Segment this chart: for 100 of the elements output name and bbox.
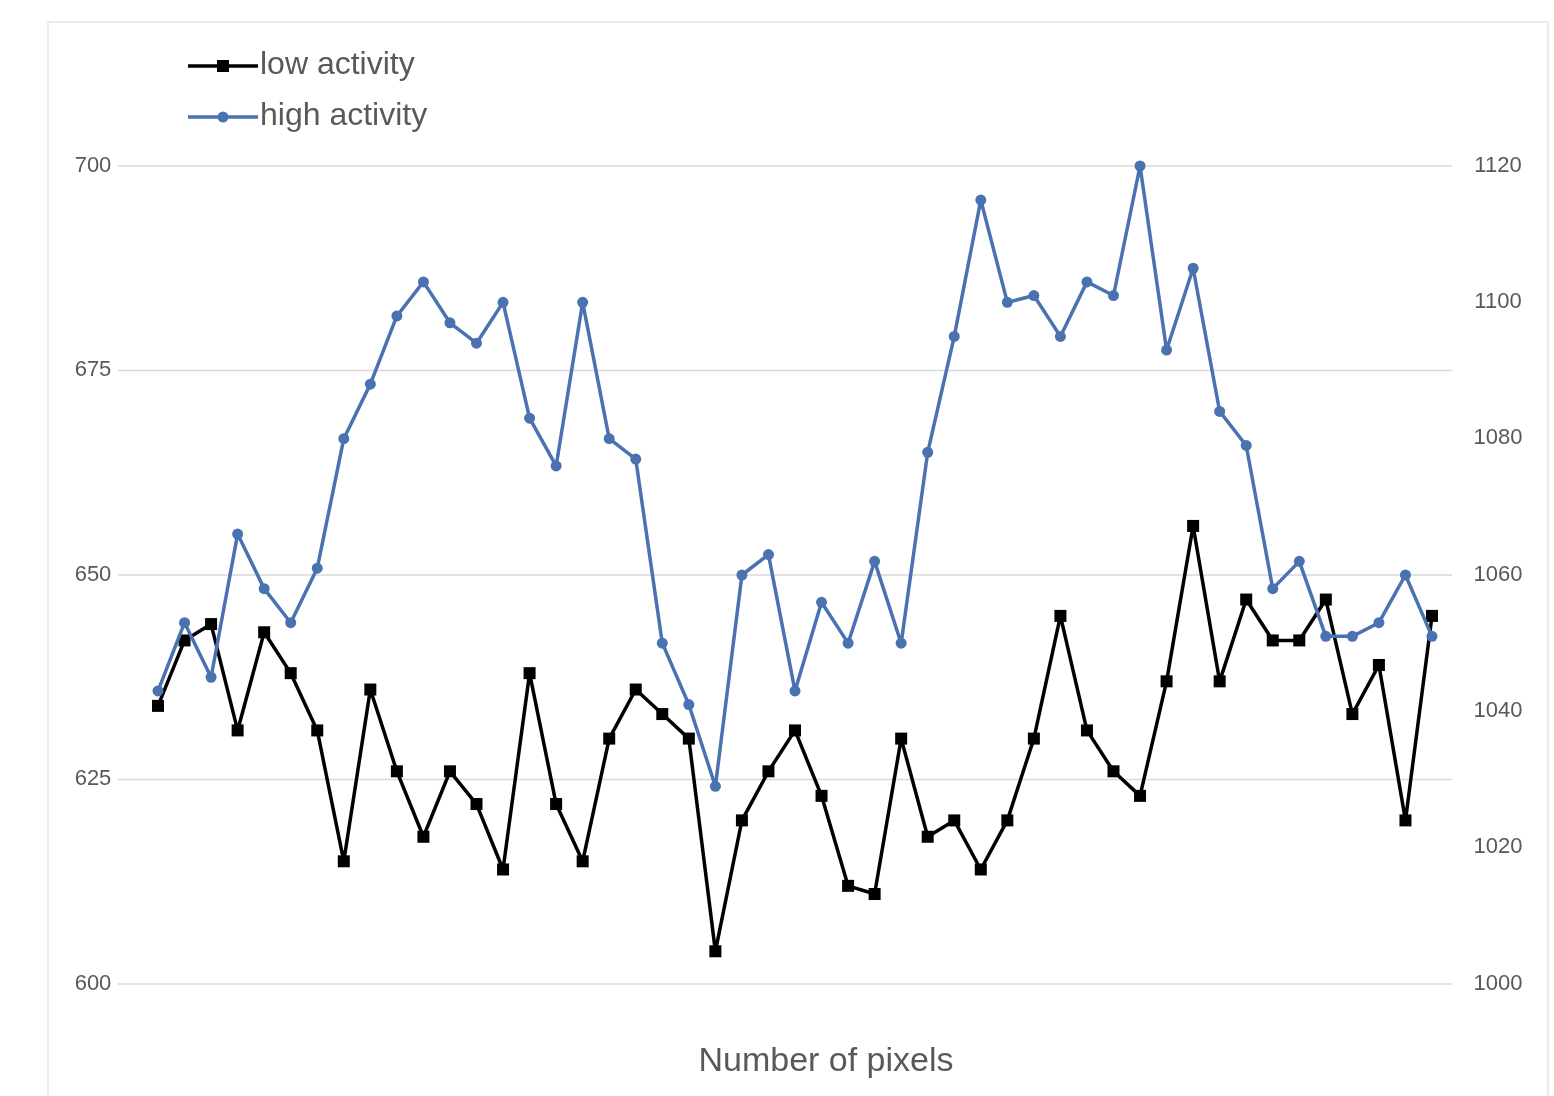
point xyxy=(762,765,775,778)
legend-label: high activity xyxy=(260,96,428,133)
point xyxy=(550,798,563,811)
point xyxy=(1134,160,1146,172)
point xyxy=(815,789,828,802)
y-tick-label: 700 xyxy=(74,151,112,177)
point xyxy=(1054,330,1066,342)
point xyxy=(1134,789,1147,802)
point xyxy=(497,863,510,876)
y-tick-label: 625 xyxy=(74,765,112,791)
point xyxy=(895,637,907,649)
y2-tick-label: 1040 xyxy=(1473,697,1523,723)
point xyxy=(205,671,217,683)
point xyxy=(1320,630,1332,642)
point xyxy=(524,412,536,424)
point xyxy=(1399,814,1412,827)
point xyxy=(736,569,748,581)
point xyxy=(869,555,881,567)
point xyxy=(603,732,616,745)
point xyxy=(1160,675,1173,688)
point xyxy=(1426,630,1438,642)
point xyxy=(205,618,218,631)
y2-tick-label: 1120 xyxy=(1474,151,1522,177)
point xyxy=(550,460,562,472)
point xyxy=(364,683,377,696)
point xyxy=(179,617,191,629)
point xyxy=(709,945,722,958)
point xyxy=(1213,675,1226,688)
point xyxy=(974,863,987,876)
point xyxy=(816,596,828,608)
point xyxy=(1001,814,1014,827)
point xyxy=(1240,439,1252,451)
point xyxy=(895,732,908,745)
y2-tick-label: 1000 xyxy=(1473,969,1523,995)
point xyxy=(948,330,960,342)
point xyxy=(1426,609,1438,622)
point xyxy=(576,855,589,868)
point xyxy=(311,724,324,737)
point xyxy=(1346,708,1359,721)
point xyxy=(1240,593,1253,606)
point xyxy=(1028,290,1040,302)
point xyxy=(577,296,589,308)
point xyxy=(1293,555,1305,567)
point xyxy=(1161,344,1173,356)
point xyxy=(1373,617,1385,629)
point xyxy=(735,814,748,827)
point xyxy=(443,765,456,778)
point xyxy=(842,879,855,892)
point xyxy=(789,724,801,737)
point xyxy=(1027,732,1040,745)
point xyxy=(1107,765,1120,778)
point xyxy=(975,194,987,206)
point xyxy=(523,667,536,680)
point xyxy=(497,296,509,308)
point xyxy=(922,446,934,458)
point xyxy=(948,814,961,827)
point xyxy=(921,830,934,843)
point xyxy=(762,549,774,561)
point xyxy=(709,780,721,792)
point xyxy=(417,276,429,288)
point xyxy=(364,378,376,390)
point xyxy=(231,724,244,737)
point xyxy=(471,337,482,349)
point xyxy=(683,699,695,711)
point xyxy=(868,888,881,901)
point xyxy=(1080,724,1093,737)
point xyxy=(1108,290,1119,302)
point xyxy=(1267,583,1279,595)
point xyxy=(391,310,403,322)
point xyxy=(284,667,297,680)
point xyxy=(338,433,350,445)
point xyxy=(1001,296,1013,308)
x-axis-title: Number of pixels xyxy=(698,1040,954,1078)
point xyxy=(1346,630,1358,642)
point xyxy=(1081,276,1093,288)
y2-tick-label: 1080 xyxy=(1473,424,1523,450)
point xyxy=(258,583,270,595)
y2-tick-label: 1100 xyxy=(1474,288,1522,314)
point xyxy=(285,617,297,629)
y-tick-label: 675 xyxy=(74,356,112,382)
legend-label: low activity xyxy=(260,45,415,82)
point xyxy=(603,433,615,445)
point xyxy=(629,683,642,696)
point xyxy=(258,626,271,639)
point xyxy=(656,708,669,721)
y2-tick-label: 1020 xyxy=(1473,833,1523,859)
point xyxy=(470,798,483,811)
point xyxy=(1266,634,1279,647)
point xyxy=(1214,405,1226,417)
point xyxy=(842,637,854,649)
point xyxy=(656,637,668,649)
point xyxy=(1187,262,1199,274)
point xyxy=(630,453,642,465)
point xyxy=(390,765,403,778)
point xyxy=(417,830,430,843)
point xyxy=(1399,569,1411,581)
point xyxy=(152,699,164,712)
point xyxy=(1372,658,1385,671)
point xyxy=(337,855,350,868)
point xyxy=(789,685,801,697)
